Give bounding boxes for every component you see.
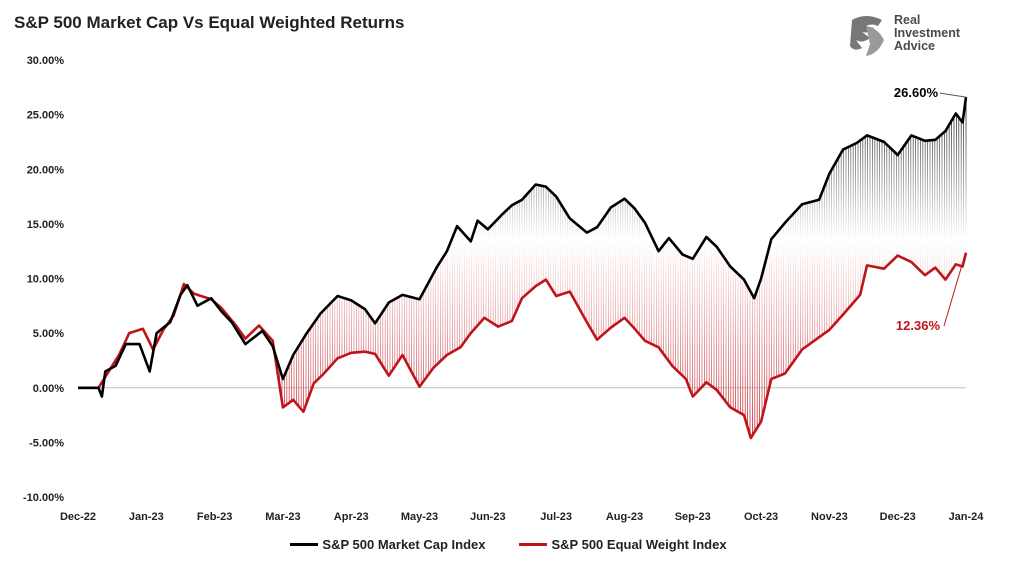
spread-hatching (106, 97, 967, 436)
y-tick-label: 5.00% (33, 328, 64, 340)
x-tick-label: Aug-23 (606, 511, 643, 523)
x-tick-label: Nov-23 (811, 511, 848, 523)
x-tick-label: Jun-23 (470, 511, 505, 523)
logo-line-2: Investment (894, 26, 960, 40)
x-tick-label: Jul-23 (540, 511, 572, 523)
x-tick-label: Mar-23 (265, 511, 300, 523)
x-tick-label: Oct-23 (744, 511, 778, 523)
x-axis: Dec-22 Jan-23 Feb-23 Mar-23 Apr-23 May-23 Jun-… (60, 511, 984, 523)
y-tick-label: 15.00% (27, 219, 65, 231)
annotation-market-cap-end: 26.60% (894, 85, 939, 100)
x-tick-label: Jan-23 (129, 511, 164, 523)
y-tick-label: -5.00% (29, 437, 64, 449)
legend-item-equal-weight: S&P 500 Equal Weight Index (519, 537, 727, 552)
y-tick-label: 0.00% (33, 383, 64, 395)
y-tick-label: 30.00% (27, 55, 65, 67)
x-tick-label: Jan-24 (949, 511, 985, 523)
y-axis: 30.00% 25.00% 20.00% 15.00% 10.00% 5.00% 0.00%… (23, 55, 64, 504)
series-line-market-cap (78, 96, 968, 398)
legend: S&P 500 Market Cap Index S&P 500 Equal W… (0, 537, 1017, 552)
annotation-leader-equal-weight (943, 254, 966, 327)
series-line-equal-weight (78, 252, 968, 440)
x-tick-label: May-23 (401, 511, 438, 523)
logo: Real Investment Advice (848, 14, 978, 58)
y-tick-label: 10.00% (27, 274, 65, 286)
legend-item-market-cap: S&P 500 Market Cap Index (290, 537, 485, 552)
logo-line-3: Advice (894, 39, 935, 53)
legend-label-market-cap: S&P 500 Market Cap Index (322, 537, 486, 552)
logo-text: Real Investment Advice (894, 14, 960, 53)
x-tick-label: Feb-23 (197, 511, 232, 523)
legend-swatch-market-cap (290, 543, 319, 546)
x-tick-label: Dec-22 (60, 511, 96, 523)
legend-swatch-equal-weight (519, 543, 548, 546)
y-tick-label: 25.00% (27, 110, 65, 122)
chart-title: S&P 500 Market Cap Vs Equal Weighted Ret… (14, 13, 405, 32)
y-tick-label: -10.00% (23, 492, 64, 504)
legend-label-equal-weight: S&P 500 Equal Weight Index (551, 537, 727, 552)
x-tick-label: Dec-23 (880, 511, 916, 523)
x-tick-label: Sep-23 (675, 511, 711, 523)
eagle-logo-icon (850, 16, 884, 56)
annotation-leader-market-cap (939, 92, 967, 98)
annotation-equal-weight-end: 12.36% (896, 318, 941, 333)
logo-line-1: Real (894, 13, 921, 27)
x-tick-label: Apr-23 (334, 511, 369, 523)
y-tick-label: 20.00% (27, 164, 65, 176)
